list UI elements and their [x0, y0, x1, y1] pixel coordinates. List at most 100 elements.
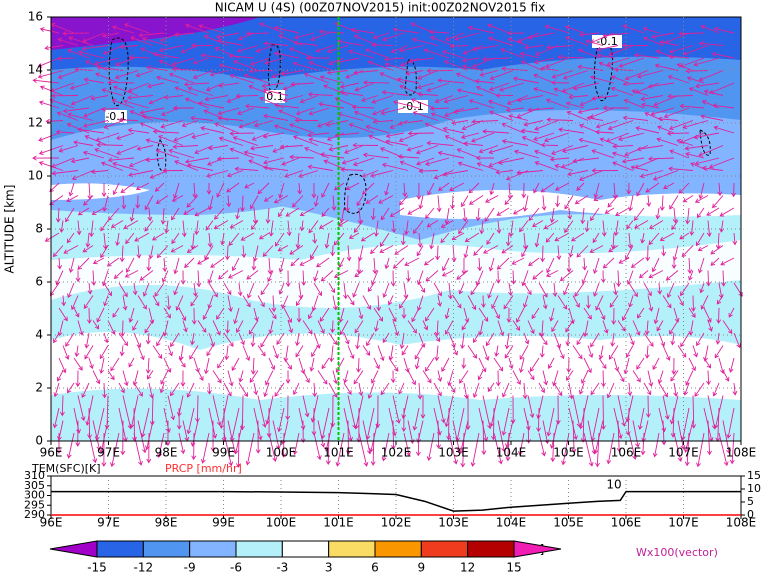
wind-vector — [516, 170, 544, 176]
wind-vector — [417, 232, 423, 248]
wind-vector — [468, 98, 495, 109]
wind-vector — [412, 110, 439, 121]
wind-vector — [719, 220, 725, 233]
wind-vector — [670, 370, 679, 382]
wind-vector — [283, 345, 289, 363]
wind-vector — [430, 106, 450, 112]
wind-vector — [371, 370, 379, 384]
wind-vector — [657, 116, 679, 122]
wind-vector — [407, 370, 416, 386]
wind-vector — [656, 320, 664, 332]
wind-vector — [119, 44, 139, 50]
wind-vector — [61, 295, 67, 307]
wind-vector — [437, 78, 465, 84]
wind-vector — [612, 182, 618, 200]
wind-vector — [587, 345, 594, 359]
wind-vector — [319, 75, 345, 84]
wind-vector — [353, 110, 379, 121]
wind-vector — [623, 357, 630, 375]
wind-vector — [520, 60, 544, 71]
wind-vector — [392, 100, 420, 109]
wind-vector — [353, 370, 364, 385]
wind-vector — [149, 395, 155, 426]
wind-vector — [198, 24, 225, 34]
wind-vector — [313, 270, 319, 282]
wind-vector — [59, 395, 65, 417]
wind-vector — [168, 72, 195, 84]
wind-vector — [321, 182, 330, 198]
wind-vector — [229, 131, 255, 136]
wind-vector — [144, 220, 154, 232]
wind-vector — [626, 270, 634, 285]
wind-vector — [673, 307, 680, 323]
wind-vector — [208, 282, 218, 298]
wind-vector — [728, 357, 735, 373]
wind-vector — [354, 395, 364, 430]
wind-vector — [253, 307, 259, 322]
wind-vector — [184, 97, 210, 109]
wind-vector — [77, 207, 90, 216]
wind-vector — [183, 81, 210, 87]
wind-vector — [133, 432, 143, 466]
wind-vector — [207, 270, 214, 284]
wind-vector — [367, 60, 394, 71]
wind-vector — [647, 295, 654, 312]
wind-vector — [718, 432, 729, 467]
wind-vector — [628, 332, 635, 346]
wind-vector — [299, 257, 315, 266]
x-tick-label: 108E — [726, 516, 757, 530]
wind-vector — [461, 195, 469, 208]
wind-vector — [343, 370, 349, 384]
wind-vector — [656, 137, 679, 146]
wind-vector — [56, 370, 64, 382]
wind-vector — [384, 62, 409, 71]
wind-vector — [136, 245, 142, 259]
wind-vector — [670, 332, 676, 346]
wind-vector — [438, 182, 450, 191]
wind-vector — [216, 307, 225, 320]
wind-vector — [192, 282, 198, 298]
wind-vector — [233, 59, 259, 71]
wind-vector — [628, 195, 634, 212]
wind-vector — [417, 82, 435, 90]
wind-vector — [85, 395, 94, 426]
wind-vector — [152, 51, 180, 59]
wind-vector — [114, 70, 139, 80]
wind-vector — [291, 195, 304, 208]
wind-vector — [145, 138, 169, 146]
wind-vector — [610, 232, 616, 250]
wind-vector — [268, 220, 274, 237]
wind-vector — [475, 155, 495, 161]
colorbar-swatch — [142, 540, 191, 558]
wind-vector — [622, 115, 649, 121]
wind-vector — [523, 407, 531, 431]
wind-vector — [460, 132, 480, 140]
wind-vector — [347, 295, 355, 306]
y-tick-label: 295 — [24, 498, 45, 511]
wind-vector — [53, 332, 60, 344]
wind-vector — [679, 57, 705, 68]
wind-vector — [733, 332, 741, 349]
x-tick-label: 106E — [611, 516, 642, 530]
wind-vector — [694, 195, 709, 203]
wind-vector — [428, 29, 450, 35]
wind-vector — [253, 407, 263, 441]
wind-vector — [700, 114, 724, 121]
wind-vector — [217, 38, 244, 46]
wind-vector — [470, 132, 495, 143]
colorbar-tick-label: 12 — [460, 561, 475, 575]
wind-vector — [148, 245, 154, 260]
wind-vector — [639, 170, 664, 179]
wind-vector — [67, 48, 90, 59]
wind-vector — [56, 433, 62, 454]
wind-vector — [688, 270, 694, 281]
wind-vector — [595, 129, 615, 135]
wind-vector — [227, 370, 234, 387]
wind-vector — [693, 57, 720, 67]
wind-vector — [661, 245, 667, 257]
wind-vector — [388, 345, 394, 361]
wind-vector — [238, 120, 259, 129]
wind-vector — [231, 357, 240, 372]
wind-vector — [118, 282, 128, 298]
wind-vector — [460, 332, 465, 350]
